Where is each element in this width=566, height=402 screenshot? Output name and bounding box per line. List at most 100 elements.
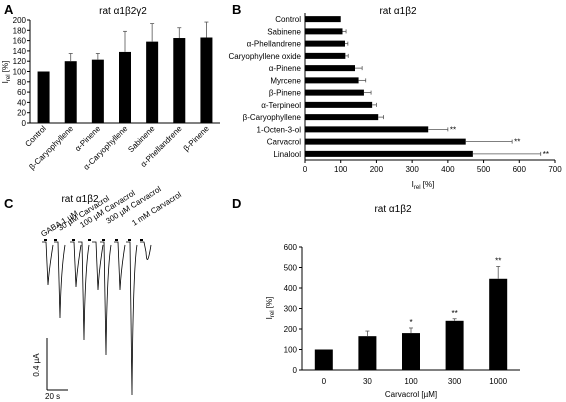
bar bbox=[305, 138, 466, 145]
category-label: β-Caryophyllene bbox=[243, 113, 302, 122]
category-label: 1-Octen-3-ol bbox=[257, 125, 302, 134]
bar bbox=[358, 336, 377, 370]
y-tick-label: 300 bbox=[284, 305, 298, 314]
category-label: 30 bbox=[363, 377, 372, 386]
current-trace bbox=[114, 241, 126, 291]
x-axis-label: Irel [%] bbox=[412, 180, 435, 191]
y-tick-label: 0 bbox=[293, 366, 298, 375]
bar bbox=[173, 38, 186, 123]
bar bbox=[305, 126, 429, 133]
category-label: α-Phellandrene bbox=[247, 40, 302, 49]
panel-c-title: rat α1β2 bbox=[61, 194, 99, 205]
x-tick-label: 300 bbox=[405, 165, 419, 174]
x-tick-label: 500 bbox=[477, 165, 491, 174]
category-label: α-Pinene bbox=[269, 64, 302, 73]
bar bbox=[305, 101, 373, 108]
panel-b-title: rat α1β2 bbox=[379, 6, 417, 17]
bar bbox=[146, 41, 159, 123]
bar bbox=[402, 333, 420, 370]
significance-marker: * bbox=[409, 318, 412, 327]
y-tick-label: 500 bbox=[284, 264, 298, 273]
significance-marker: ** bbox=[450, 125, 456, 134]
y-tick-label: 60 bbox=[17, 88, 26, 97]
y-tick-label: 20 bbox=[17, 109, 26, 118]
x-tick-label: 400 bbox=[441, 165, 455, 174]
bar bbox=[64, 61, 77, 123]
significance-marker: ** bbox=[451, 309, 457, 318]
current-trace bbox=[78, 241, 90, 341]
bar bbox=[37, 71, 50, 123]
x-tick-label: 600 bbox=[513, 165, 527, 174]
current-trace bbox=[100, 241, 112, 356]
x-tick-label: 200 bbox=[370, 165, 384, 174]
bar bbox=[489, 278, 508, 370]
bar bbox=[305, 89, 364, 96]
category-label: Myrcene bbox=[270, 76, 301, 85]
current-scale-label: 0.4 µA bbox=[32, 353, 41, 377]
application-marker bbox=[140, 239, 143, 241]
application-marker bbox=[88, 239, 91, 241]
y-tick-label: 200 bbox=[13, 16, 27, 25]
application-marker bbox=[128, 239, 131, 241]
significance-marker: ** bbox=[543, 150, 549, 159]
current-trace bbox=[140, 241, 152, 260]
category-label: Linalool bbox=[273, 150, 301, 159]
y-tick-label: 100 bbox=[284, 346, 298, 355]
x-tick-label: 700 bbox=[548, 165, 562, 174]
bar bbox=[305, 65, 355, 72]
current-trace bbox=[126, 241, 138, 396]
bar bbox=[305, 150, 473, 157]
bar bbox=[200, 37, 213, 124]
panel-d-title: rat α1β2 bbox=[374, 204, 412, 215]
bar bbox=[305, 77, 359, 84]
current-trace bbox=[42, 241, 54, 286]
panel-letter-a: A bbox=[4, 2, 14, 17]
y-tick-label: 40 bbox=[17, 98, 26, 107]
category-label: 1000 bbox=[489, 377, 507, 386]
y-tick-label: 80 bbox=[17, 78, 26, 87]
bar bbox=[305, 16, 341, 23]
bar bbox=[305, 114, 379, 121]
y-tick-label: 100 bbox=[13, 68, 27, 77]
category-label: 100 bbox=[404, 377, 418, 386]
application-marker bbox=[44, 239, 47, 241]
y-tick-label: 600 bbox=[284, 243, 298, 252]
category-label: Sabinene bbox=[267, 27, 301, 36]
x-axis-label: Carvacrol [µM] bbox=[385, 390, 437, 399]
category-label: Control bbox=[275, 15, 301, 24]
category-label: Control bbox=[23, 124, 48, 149]
y-axis-label: Irel [%] bbox=[1, 61, 12, 84]
bar bbox=[305, 52, 346, 59]
current-trace bbox=[70, 241, 82, 288]
y-tick-label: 120 bbox=[13, 57, 27, 66]
category-label: Carvacrol bbox=[267, 138, 301, 147]
panel-letter-d: D bbox=[232, 196, 241, 211]
application-marker bbox=[115, 239, 118, 241]
panel-a-title: rat α1β2γ2 bbox=[99, 6, 147, 17]
panel-letter-c: C bbox=[4, 196, 14, 211]
bar bbox=[314, 349, 333, 370]
application-marker bbox=[54, 239, 57, 241]
application-marker bbox=[102, 239, 105, 241]
category-label: 300 bbox=[448, 377, 462, 386]
bar bbox=[305, 28, 343, 35]
bar bbox=[91, 59, 104, 123]
y-tick-label: 140 bbox=[13, 47, 27, 56]
x-tick-label: 100 bbox=[334, 165, 348, 174]
y-tick-label: 180 bbox=[13, 26, 27, 35]
category-label: Caryophyllene oxide bbox=[229, 52, 302, 61]
current-trace bbox=[54, 241, 66, 319]
y-tick-label: 0 bbox=[22, 119, 27, 128]
bar bbox=[445, 320, 464, 370]
bar bbox=[119, 51, 131, 123]
significance-marker: ** bbox=[495, 256, 501, 265]
time-scale-label: 20 s bbox=[45, 392, 60, 401]
bar bbox=[305, 40, 345, 47]
y-tick-label: 160 bbox=[13, 37, 27, 46]
x-tick-label: 0 bbox=[303, 165, 308, 174]
